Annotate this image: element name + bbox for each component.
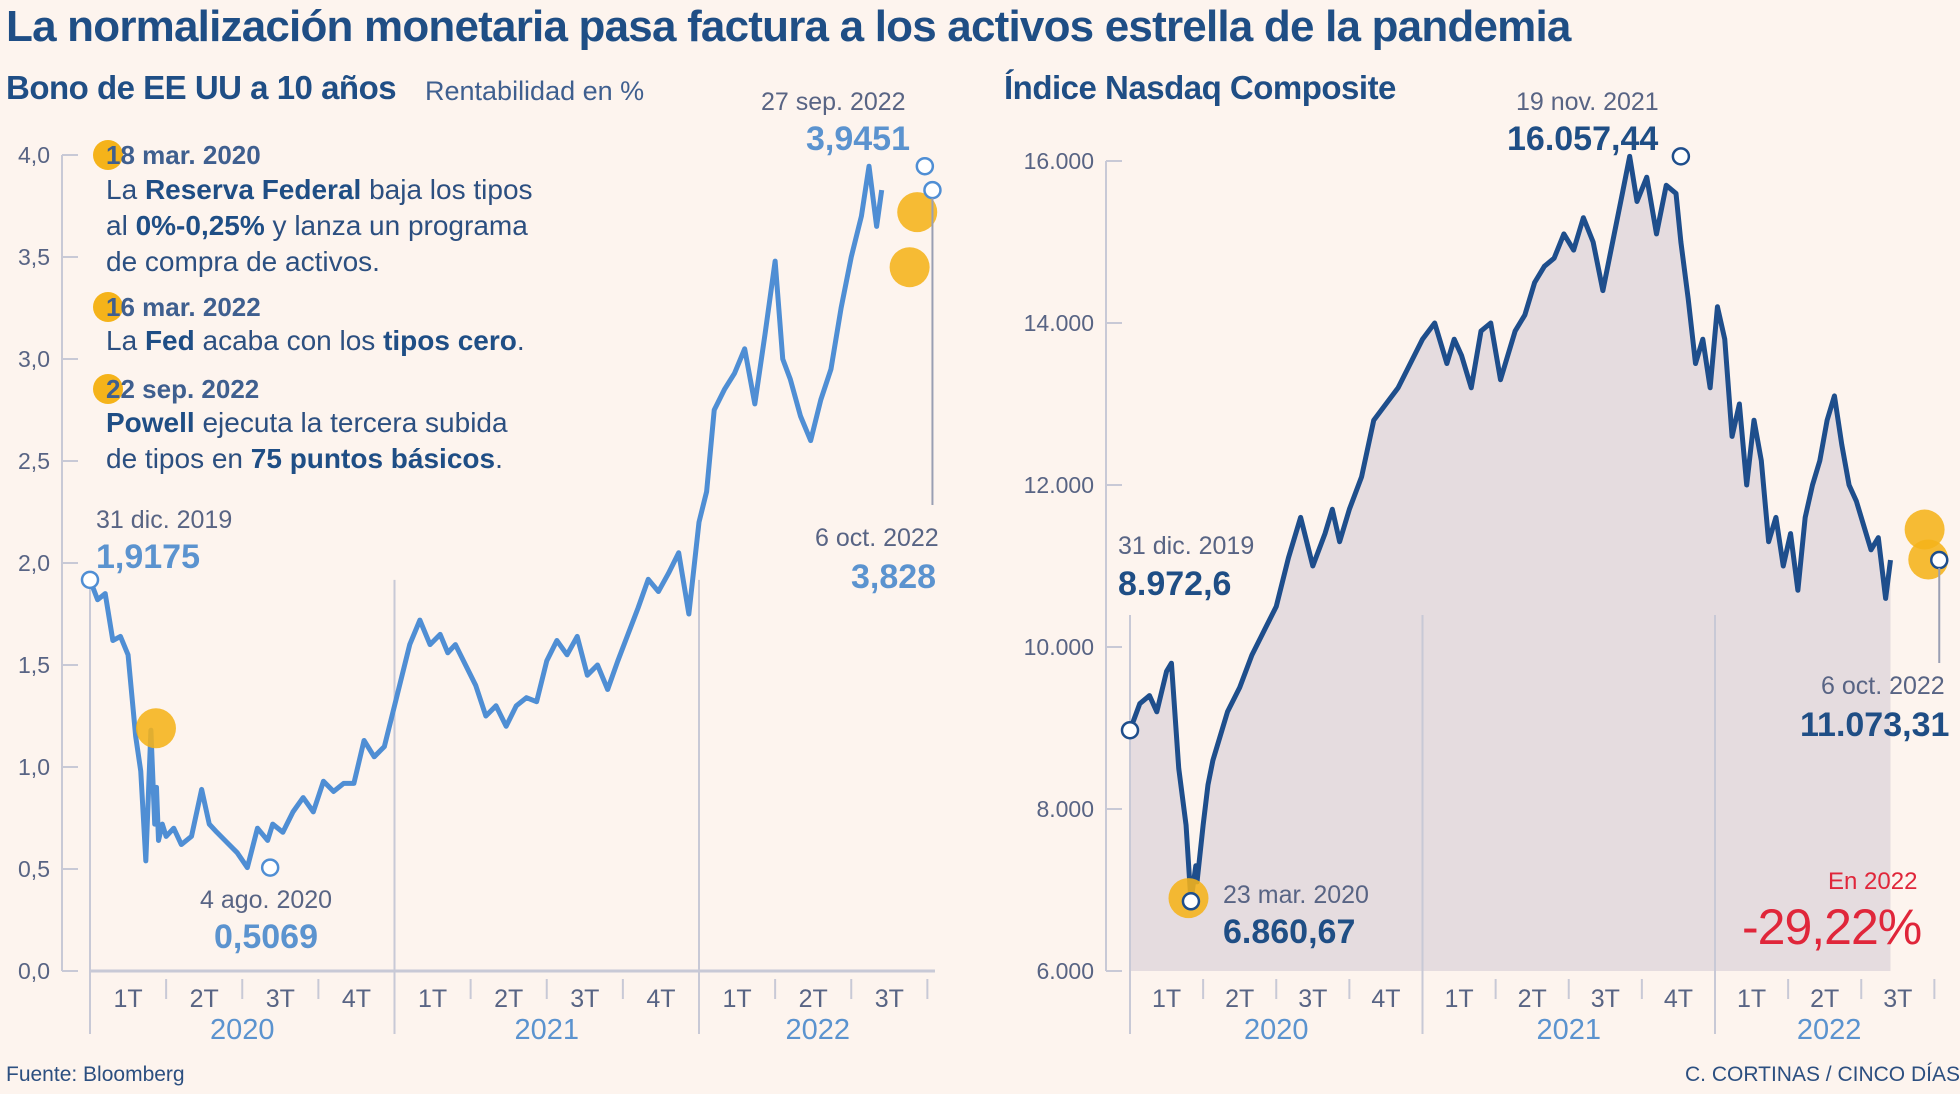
note-date-2: 16 mar. 2022 xyxy=(106,292,261,322)
quarter-label: 3T xyxy=(1591,985,1620,1013)
note-date-1: 18 mar. 2020 xyxy=(106,140,261,170)
bond-low-date: 4 ago. 2020 xyxy=(200,886,333,914)
quarter-label: 1T xyxy=(1152,985,1181,1013)
series-line xyxy=(1127,153,1893,904)
nasdaq-start-date: 31 dic. 2019 xyxy=(1118,532,1255,560)
bond-chart-subtitle: Rentabilidad en % xyxy=(425,76,645,106)
nasdaq-low-value: 6.860,67 xyxy=(1223,913,1356,951)
quarter-label: 2T xyxy=(190,985,219,1013)
y-tick-label: 1,0 xyxy=(18,754,50,780)
event-highlight-icon xyxy=(1904,509,1945,550)
change-2022-value: -29,22% xyxy=(1742,899,1922,955)
quarter-label: 3T xyxy=(1298,985,1327,1013)
note-text-3: Powell ejecuta la tercera subida de tipos… xyxy=(106,407,508,474)
quarter-label: 3T xyxy=(570,985,599,1013)
annotation-marker-icon xyxy=(1930,550,1949,570)
bond-end-date: 6 oct. 2022 xyxy=(815,524,939,552)
quarter-label: 1T xyxy=(722,985,751,1013)
y-tick-label: 0,0 xyxy=(18,958,50,984)
nasdaq-end-value: 11.073,31 xyxy=(1800,706,1950,744)
page-title: La normalización monetaria pasa factura … xyxy=(6,2,1571,51)
y-tick-label: 3,5 xyxy=(18,244,50,270)
area-fill xyxy=(1130,156,1891,972)
nasdaq-end-date: 6 oct. 2022 xyxy=(1821,672,1945,700)
y-tick-label: 16.000 xyxy=(1024,148,1094,174)
y-tick-label: 14.000 xyxy=(1024,310,1094,336)
year-label: 2022 xyxy=(785,1014,850,1046)
y-tick-label: 4,0 xyxy=(18,142,50,168)
annotation-marker-icon xyxy=(1181,892,1201,911)
quarter-label: 4T xyxy=(342,985,371,1013)
y-tick-label: 2,5 xyxy=(18,448,50,474)
quarter-label: 4T xyxy=(1371,985,1400,1013)
credit-label: C. CORTINAS / CINCO DÍAS xyxy=(1685,1063,1960,1086)
nasdaq-start-value: 8.972,6 xyxy=(1118,565,1232,603)
annotation-marker-icon xyxy=(923,180,942,200)
quarter-label: 1T xyxy=(418,985,447,1013)
bond-chart-title: Bono de EE UU a 10 años xyxy=(6,69,397,106)
quarter-label: 3T xyxy=(266,985,295,1013)
annotation-marker-icon xyxy=(1671,147,1691,166)
bond-start-value: 1,9175 xyxy=(96,538,200,576)
quarter-label: 2T xyxy=(1518,985,1547,1013)
quarter-label: 3T xyxy=(1883,985,1912,1013)
note-date-3: 22 sep. 2022 xyxy=(106,374,260,404)
year-label: 2020 xyxy=(1244,1014,1309,1046)
y-tick-label: 12.000 xyxy=(1024,472,1094,498)
quarter-label: 2T xyxy=(1225,985,1254,1013)
y-tick-label: 6.000 xyxy=(1036,958,1094,984)
quarter-label: 3T xyxy=(875,985,904,1013)
highlight-marker-icon xyxy=(93,292,123,322)
nasdaq-chart-title: Índice Nasdaq Composite xyxy=(1004,69,1396,106)
series-line xyxy=(87,163,885,871)
note-text-1: La Reserva Federal baja los tipos al 0%-0… xyxy=(106,174,533,277)
nasdaq-peak-date: 19 nov. 2021 xyxy=(1516,88,1659,116)
quarter-label: 1T xyxy=(1444,985,1473,1013)
bond-start-date: 31 dic. 2019 xyxy=(96,506,233,534)
event-highlight-icon xyxy=(889,247,930,288)
bond-low-value: 0,5069 xyxy=(214,918,318,956)
nasdaq-low-date: 23 mar. 2020 xyxy=(1223,881,1369,909)
quarter-label: 2T xyxy=(1810,985,1839,1013)
quarter-label: 1T xyxy=(113,985,142,1013)
highlight-marker-icon xyxy=(93,140,123,170)
annotation-marker-icon xyxy=(260,858,280,877)
note-text-2: La Fed acaba con los tipos cero. xyxy=(106,325,525,356)
source-label: Fuente: Bloomberg xyxy=(6,1063,185,1086)
quarter-label: 2T xyxy=(799,985,828,1013)
quarter-label: 2T xyxy=(494,985,523,1013)
y-tick-label: 1,5 xyxy=(18,652,50,678)
quarter-label: 1T xyxy=(1737,985,1766,1013)
bond-peak-date: 27 sep. 2022 xyxy=(761,88,906,116)
change-period-label: En 2022 xyxy=(1828,868,1918,895)
year-label: 2021 xyxy=(1536,1014,1601,1046)
quarter-label: 4T xyxy=(646,985,675,1013)
event-highlight-icon xyxy=(897,192,938,233)
y-tick-label: 8.000 xyxy=(1036,796,1094,822)
bond-end-value: 3,828 xyxy=(851,558,937,596)
year-label: 2022 xyxy=(1797,1014,1862,1046)
quarter-label: 4T xyxy=(1664,985,1693,1013)
annotation-marker-icon xyxy=(915,156,935,176)
annotation-marker-icon xyxy=(1120,720,1140,740)
y-tick-label: 3,0 xyxy=(18,346,50,372)
nasdaq-peak-value: 16.057,44 xyxy=(1507,120,1659,158)
highlight-marker-icon xyxy=(93,374,123,404)
event-highlight-icon xyxy=(135,708,176,749)
annotation-marker-icon xyxy=(80,570,100,590)
bond-peak-value: 3,9451 xyxy=(806,120,910,158)
year-label: 2021 xyxy=(514,1014,579,1046)
y-tick-label: 0,5 xyxy=(18,856,50,882)
year-label: 2020 xyxy=(210,1014,275,1046)
y-tick-label: 10.000 xyxy=(1024,634,1094,660)
y-tick-label: 2,0 xyxy=(18,550,50,576)
